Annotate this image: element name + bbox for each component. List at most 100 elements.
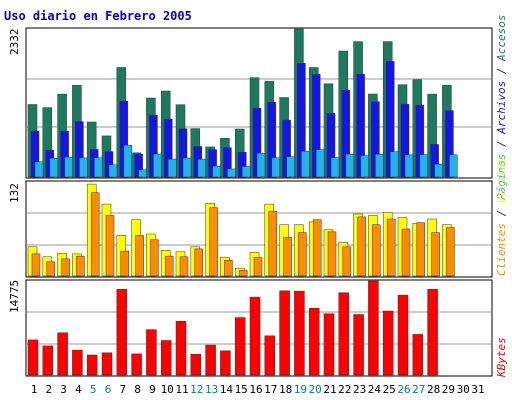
hits-bar-pginas-day-29 — [449, 154, 458, 178]
chart-title: Uso diario en Febrero 2005 — [4, 9, 192, 23]
x-tick-label-day-4: 4 — [75, 383, 82, 396]
hits-bar-pginas-day-23 — [360, 155, 369, 178]
visits-bar-clientes-day-27 — [416, 222, 426, 277]
visits-bar-clientes-day-24 — [372, 224, 381, 277]
hits-panel-frame — [25, 27, 493, 179]
kbytes-bar-kbytes-day-17 — [264, 335, 276, 376]
hits-bar-pginas-day-11 — [182, 157, 192, 178]
visits-bar-clientes-day-29 — [446, 227, 455, 277]
visits-bar-clientes-day-17 — [268, 210, 278, 277]
x-tick-label-day-8: 8 — [134, 383, 141, 396]
hits-bar-pginas-day-17 — [271, 157, 281, 178]
hits-bar-pginas-day-13 — [212, 165, 221, 178]
kbytes-bar-kbytes-day-20 — [308, 308, 320, 376]
hits-bar-pginas-day-3 — [64, 156, 73, 178]
x-tick-label-day-1: 1 — [31, 383, 38, 396]
visits-bar-clientes-day-2 — [46, 261, 56, 277]
kbytes-bar-kbytes-day-7 — [116, 289, 128, 376]
hits-bar-pginas-day-27 — [419, 154, 429, 178]
kbytes-bar-kbytes-day-8 — [131, 353, 142, 376]
x-tick-label-day-15: 15 — [235, 383, 248, 396]
hits-bar-pginas-day-18 — [286, 156, 295, 178]
legend-entry: Accesos — [495, 15, 508, 62]
visits-bar-clientes-day-18 — [283, 237, 292, 277]
x-tick-label-day-30: 30 — [457, 383, 470, 396]
legend-entry: Visitas — [495, 157, 508, 203]
legend-kbytes: KBytes — [495, 337, 508, 378]
kbytes-bar-kbytes-day-19 — [294, 290, 305, 376]
x-tick-label-day-10: 10 — [161, 383, 174, 396]
kbytes-bar-kbytes-day-28 — [427, 289, 438, 376]
visits-bar-clientes-day-28 — [431, 232, 440, 277]
legend-visits: Clientes / Visitas — [495, 157, 508, 276]
kbytes-ymax-label: 14775 — [8, 280, 21, 313]
x-tick-label-day-16: 16 — [249, 383, 262, 396]
hits-bar-pginas-day-26 — [404, 154, 414, 178]
visits-bar-clientes-day-16 — [253, 257, 263, 277]
visits-bar-clientes-day-11 — [179, 256, 189, 277]
x-tick-label-day-2: 2 — [45, 383, 52, 396]
hits-bar-pginas-day-6 — [108, 164, 118, 178]
visits-bar-clientes-day-20 — [312, 219, 322, 277]
x-tick-label-day-25: 25 — [383, 383, 396, 396]
legend-entry: / — [495, 134, 508, 154]
kbytes-panel-frame — [25, 279, 493, 377]
hits-bar-pginas-day-20 — [315, 149, 325, 178]
visits-bar-clientes-day-5 — [90, 192, 100, 277]
hits-bar-pginas-day-28 — [434, 163, 443, 178]
x-tick-label-day-11: 11 — [175, 383, 188, 396]
legend-entry: KBytes — [495, 337, 508, 378]
visits-bar-clientes-day-12 — [194, 248, 204, 277]
legend-entry: Páginas — [495, 154, 508, 200]
x-tick-label-day-29: 29 — [442, 383, 455, 396]
visits-panel-frame — [25, 180, 493, 278]
kbytes-bar-kbytes-day-6 — [101, 352, 113, 376]
hits-bar-pginas-day-4 — [79, 157, 88, 178]
hits-bar-pginas-day-25 — [389, 151, 399, 178]
x-axis-labels: 1 2 3 4 5 6 7 8 9 10 11 12 13 14 15 16 17 18 19 20 21 22 23 24 2… — [31, 383, 485, 396]
x-tick-label-day-28: 28 — [427, 383, 440, 396]
legend-entry: / — [495, 61, 508, 81]
kbytes-bar-kbytes-day-21 — [323, 313, 335, 376]
kbytes-bar-kbytes-day-16 — [249, 296, 261, 376]
x-tick-label-day-18: 18 — [279, 383, 292, 396]
kbytes-bar-kbytes-day-1 — [27, 339, 39, 376]
hits-bar-pginas-day-10 — [167, 158, 177, 178]
x-tick-label-day-19: 19 — [294, 383, 307, 396]
x-tick-label-day-22: 22 — [338, 383, 351, 396]
visits-bar-clientes-day-21 — [327, 231, 337, 277]
kbytes-bar-kbytes-day-14 — [220, 350, 231, 376]
legend-hits: Páginas / Archivos / Accesos — [495, 15, 508, 200]
hits-bar-pginas-day-7 — [123, 145, 133, 178]
kbytes-bar-kbytes-day-2 — [42, 345, 54, 376]
x-tick-label-day-27: 27 — [412, 383, 425, 396]
visits-bar-clientes-day-6 — [105, 215, 115, 277]
legend-entry: Clientes — [495, 223, 508, 276]
kbytes-bar-kbytes-day-3 — [57, 332, 68, 376]
kbytes-bar-kbytes-day-11 — [175, 320, 187, 376]
hits-bar-pginas-day-16 — [256, 153, 266, 178]
kbytes-bar-kbytes-day-22 — [338, 292, 350, 376]
visits-bar-clientes-day-10 — [164, 255, 174, 277]
visits-bar-clientes-day-8 — [135, 235, 144, 277]
kbytes-bar-kbytes-day-5 — [86, 354, 98, 376]
visits-bar-clientes-day-13 — [209, 207, 218, 277]
hits-bar-pginas-day-14 — [227, 168, 236, 178]
x-tick-label-day-13: 13 — [205, 383, 218, 396]
kbytes-bar-kbytes-day-26 — [397, 294, 409, 376]
x-tick-label-day-12: 12 — [190, 383, 203, 396]
visits-bar-clientes-day-22 — [342, 246, 352, 277]
visits-bar-clientes-day-15 — [238, 270, 248, 277]
kbytes-bar-kbytes-day-23 — [353, 314, 364, 376]
x-tick-label-day-6: 6 — [105, 383, 112, 396]
visits-bar-clientes-day-4 — [76, 255, 85, 277]
kbytes-bar-kbytes-day-25 — [382, 310, 394, 376]
hits-bar-pginas-day-24 — [375, 153, 384, 178]
visits-bar-clientes-day-19 — [298, 232, 307, 277]
hits-ymax-label: 2332 — [8, 29, 21, 56]
visits-bar-clientes-day-1 — [31, 253, 41, 277]
hits-bar-pginas-day-21 — [330, 157, 340, 178]
kbytes-bar-kbytes-day-12 — [190, 353, 202, 376]
legend-entry: / — [495, 203, 508, 223]
